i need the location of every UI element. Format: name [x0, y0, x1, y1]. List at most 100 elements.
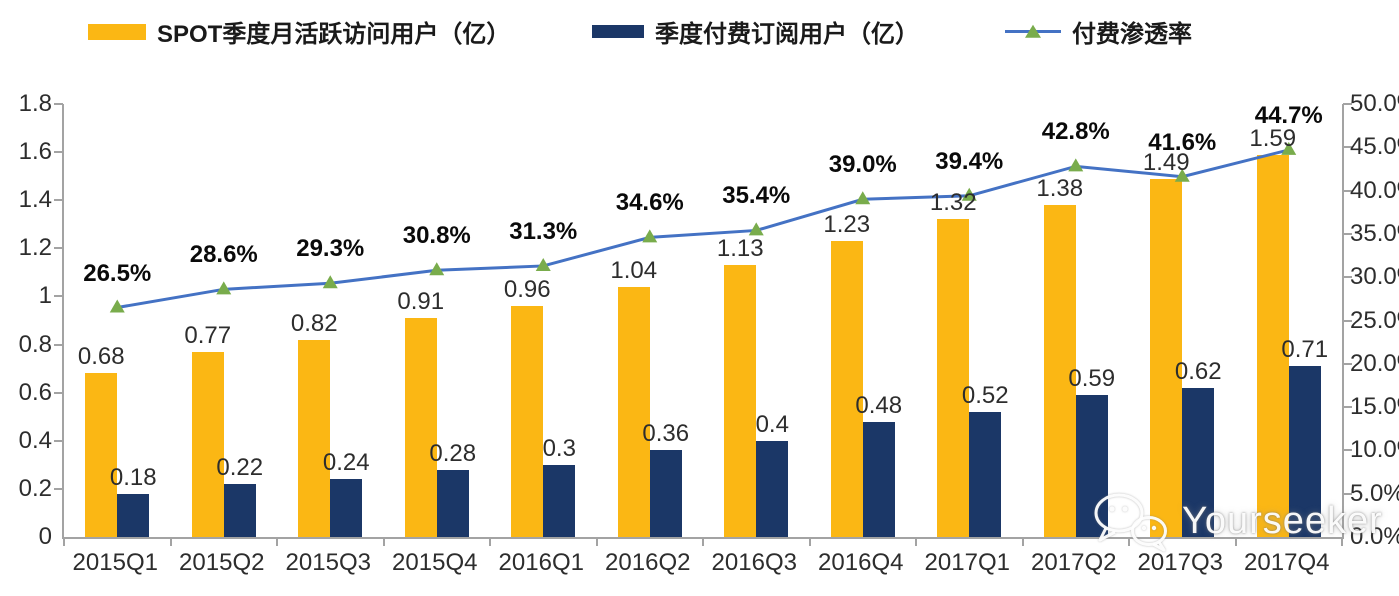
legend-item-penetration: 付费渗透率: [1005, 14, 1192, 49]
x-axis-tick: [702, 538, 704, 546]
bar-mau: [191, 351, 224, 537]
y-axis-right-label: 25.0%: [1350, 306, 1399, 334]
x-axis-tick: [915, 538, 917, 546]
bar-value-label: 0.71: [1281, 336, 1329, 364]
penetration-value-label: 26.5%: [83, 259, 152, 287]
y-axis-left-label: 0.4: [18, 426, 52, 454]
bar-mau: [937, 219, 970, 537]
legend-item-subscribers: 季度付费订阅用户（亿）: [592, 14, 919, 49]
bar-subscribers: [543, 464, 576, 537]
triangle-marker-icon: [748, 222, 764, 236]
triangle-marker-icon: [855, 191, 871, 205]
x-axis-tick: [382, 538, 385, 546]
y-axis-right-label: 35.0%: [1350, 219, 1399, 247]
legend-label: 付费渗透率: [1072, 21, 1192, 48]
y-right-tick: [1343, 449, 1352, 452]
penetration-value-label: 42.8%: [1041, 118, 1110, 146]
penetration-value-label: 28.6%: [189, 241, 258, 269]
y-left-tick: [54, 391, 63, 394]
x-axis-tick: [63, 538, 65, 546]
penetration-value-label: 35.4%: [722, 182, 791, 210]
bar-mau: [1150, 178, 1183, 537]
watermark-text: Yourseeker: [1182, 499, 1383, 542]
y-right-tick: [1343, 189, 1352, 192]
y-axis-left-label: 0.6: [18, 378, 52, 406]
y-axis-right-label: 0.0%: [1350, 523, 1399, 550]
y-axis-right-label: 5.0%: [1350, 479, 1399, 507]
bar-value-label: 0.3: [542, 434, 576, 462]
bar-value-label: 0.28: [429, 439, 477, 467]
y-axis-right-label: 30.0%: [1350, 263, 1399, 291]
bar-mau: [617, 286, 650, 537]
legend-item-mau: SPOT季度月活跃访问用户（亿）: [88, 14, 510, 49]
bar-subscribers: [1288, 366, 1321, 537]
bar-value-label: 1.23: [823, 211, 871, 239]
bar-value-label: 1.13: [716, 235, 764, 263]
bar-value-label: 1.32: [929, 189, 977, 217]
y-right-tick: [1343, 406, 1352, 409]
bar-subscribers: [1182, 387, 1215, 537]
x-axis-tick: [1234, 538, 1237, 546]
y-right-tick: [1343, 146, 1352, 149]
penetration-value-label: 39.0%: [828, 151, 897, 179]
bar-value-label: 0.22: [216, 454, 264, 482]
y-right-tick: [1343, 362, 1352, 365]
bar-swatch-icon: [88, 23, 146, 40]
wechat-icon: [1094, 493, 1167, 552]
bar-subscribers: [117, 493, 150, 537]
bar-value-label: 0.68: [77, 343, 125, 371]
y-right-tick: [1343, 492, 1352, 495]
x-axis-tick: [1128, 538, 1130, 546]
penetration-value-label: 30.8%: [402, 222, 471, 250]
y-axis-left-label: 1.6: [18, 138, 52, 166]
bar-value-label: 0.62: [1174, 357, 1222, 385]
x-axis-label: 2017Q4: [1244, 549, 1330, 576]
x-axis-tick: [808, 538, 811, 546]
bar-mau: [1256, 154, 1289, 537]
y-left-tick: [54, 487, 63, 490]
bar-value-label: 0.48: [855, 391, 903, 419]
bar-value-label: 0.18: [109, 463, 157, 491]
y-axis-left-label: 1: [38, 282, 52, 310]
bar-value-label: 0.59: [1068, 365, 1116, 393]
bar-value-label: 0.82: [290, 309, 338, 337]
x-axis-tick: [489, 538, 491, 546]
triangle-marker-icon: [535, 257, 551, 271]
y-axis-left-label: 1.8: [18, 90, 52, 117]
x-axis-tick: [169, 538, 172, 546]
bar-subscribers: [649, 450, 682, 537]
triangle-marker-icon: [1174, 168, 1190, 182]
bar-subscribers: [969, 411, 1002, 537]
y-right-tick: [1343, 319, 1352, 322]
triangle-marker-icon: [429, 262, 445, 276]
y-axis-left-label: 1.2: [18, 234, 52, 262]
penetration-value-label: 41.6%: [1148, 128, 1217, 156]
y-axis-left-label: 0: [38, 523, 52, 550]
x-axis-label: 2015Q2: [179, 549, 265, 576]
bar-value-label: 1.59: [1249, 124, 1297, 152]
y-left-tick: [54, 343, 63, 346]
triangle-marker-icon: [1025, 24, 1041, 38]
penetration-value-label: 44.7%: [1254, 101, 1323, 129]
bar-mau: [404, 318, 437, 537]
bar-value-label: 0.4: [755, 410, 789, 438]
penetration-value-label: 29.3%: [296, 235, 365, 263]
bar-mau: [830, 241, 863, 537]
bar-value-label: 0.91: [397, 288, 445, 316]
bar-subscribers: [436, 469, 469, 537]
bar-subscribers: [223, 484, 256, 537]
bar-value-label: 1.04: [610, 256, 658, 284]
y-axis-left-label: 0.8: [18, 330, 52, 358]
bar-value-label: 1.38: [1036, 175, 1084, 203]
y-left-tick: [54, 247, 63, 250]
x-axis-label: 2016Q1: [498, 549, 584, 576]
x-axis-label: 2017Q3: [1137, 549, 1223, 576]
penetration-value-label: 34.6%: [615, 189, 684, 217]
y-left-tick: [54, 199, 63, 202]
bar-value-label: 0.96: [503, 276, 551, 304]
y-left-tick: [54, 103, 63, 105]
x-axis-label: 2017Q1: [924, 549, 1010, 576]
plot-area: 0.68 0.77 0.82 0.91 0.96 1.04 1.13 1.23 1.32 1.38…: [54, 101, 1352, 546]
penetration-value-label: 31.3%: [509, 217, 578, 245]
